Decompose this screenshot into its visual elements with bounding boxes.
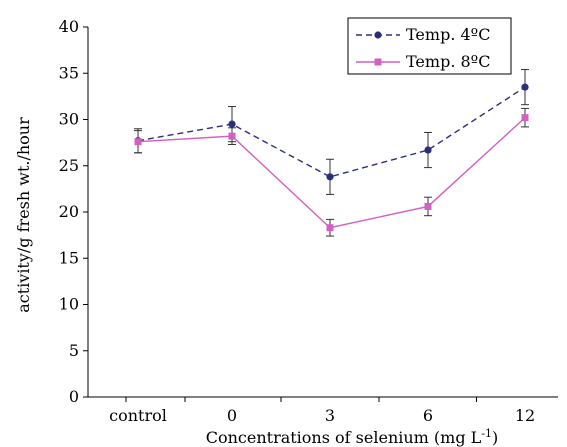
x-tick-label: 12 (515, 406, 535, 425)
x-axis-label-main: Concentrations of selenium (mg L (206, 428, 482, 447)
legend-label: Temp. 4ºC (406, 25, 490, 44)
y-tick-label: 40 (59, 17, 79, 36)
y-tick-label: 30 (59, 110, 79, 129)
data-point (228, 120, 236, 128)
data-point (326, 224, 334, 232)
data-point (521, 83, 529, 91)
x-axis-label: Concentrations of selenium (mg L-1) (206, 427, 499, 447)
legend-marker (374, 31, 382, 39)
y-axis-label: activity/g fresh wt./hour (14, 117, 33, 313)
series-2 (134, 107, 529, 237)
y-tick-label: 10 (59, 295, 79, 314)
series-1 (134, 69, 529, 195)
x-axis-label-superscript: -1 (481, 427, 492, 440)
data-point (521, 114, 529, 122)
x-tick-label: 0 (227, 406, 237, 425)
x-tick-label: 6 (423, 406, 433, 425)
y-tick-label: 15 (59, 248, 79, 267)
series-line (137, 86, 526, 178)
legend-item-2: Temp. 8ºC (356, 52, 490, 71)
y-tick-label: 25 (59, 156, 79, 175)
data-point (326, 173, 334, 181)
legend-marker (374, 58, 382, 66)
data-point (134, 138, 142, 146)
x-tick-label: 3 (325, 406, 335, 425)
x-axis-label-tail: ) (492, 428, 498, 447)
y-tick-label: 5 (69, 341, 79, 360)
data-point (424, 202, 432, 210)
y-tick-label: 35 (59, 63, 79, 82)
y-tick-label: 0 (69, 387, 79, 406)
chart-axes (87, 27, 558, 398)
x-axis-ticks: control 0 3 6 12 (109, 397, 535, 425)
data-point (424, 146, 432, 154)
legend-label: Temp. 8ºC (406, 52, 490, 71)
legend-item-1: Temp. 4ºC (356, 25, 490, 44)
chart-series (134, 69, 529, 237)
data-point (228, 132, 236, 140)
y-tick-label: 20 (59, 202, 79, 221)
x-tick-label: control (109, 406, 167, 425)
legend: Temp. 4ºC Temp. 8ºC (347, 17, 512, 75)
y-axis-ticks: 0 5 10 15 20 25 30 35 40 (59, 17, 88, 406)
series-line (137, 117, 526, 229)
